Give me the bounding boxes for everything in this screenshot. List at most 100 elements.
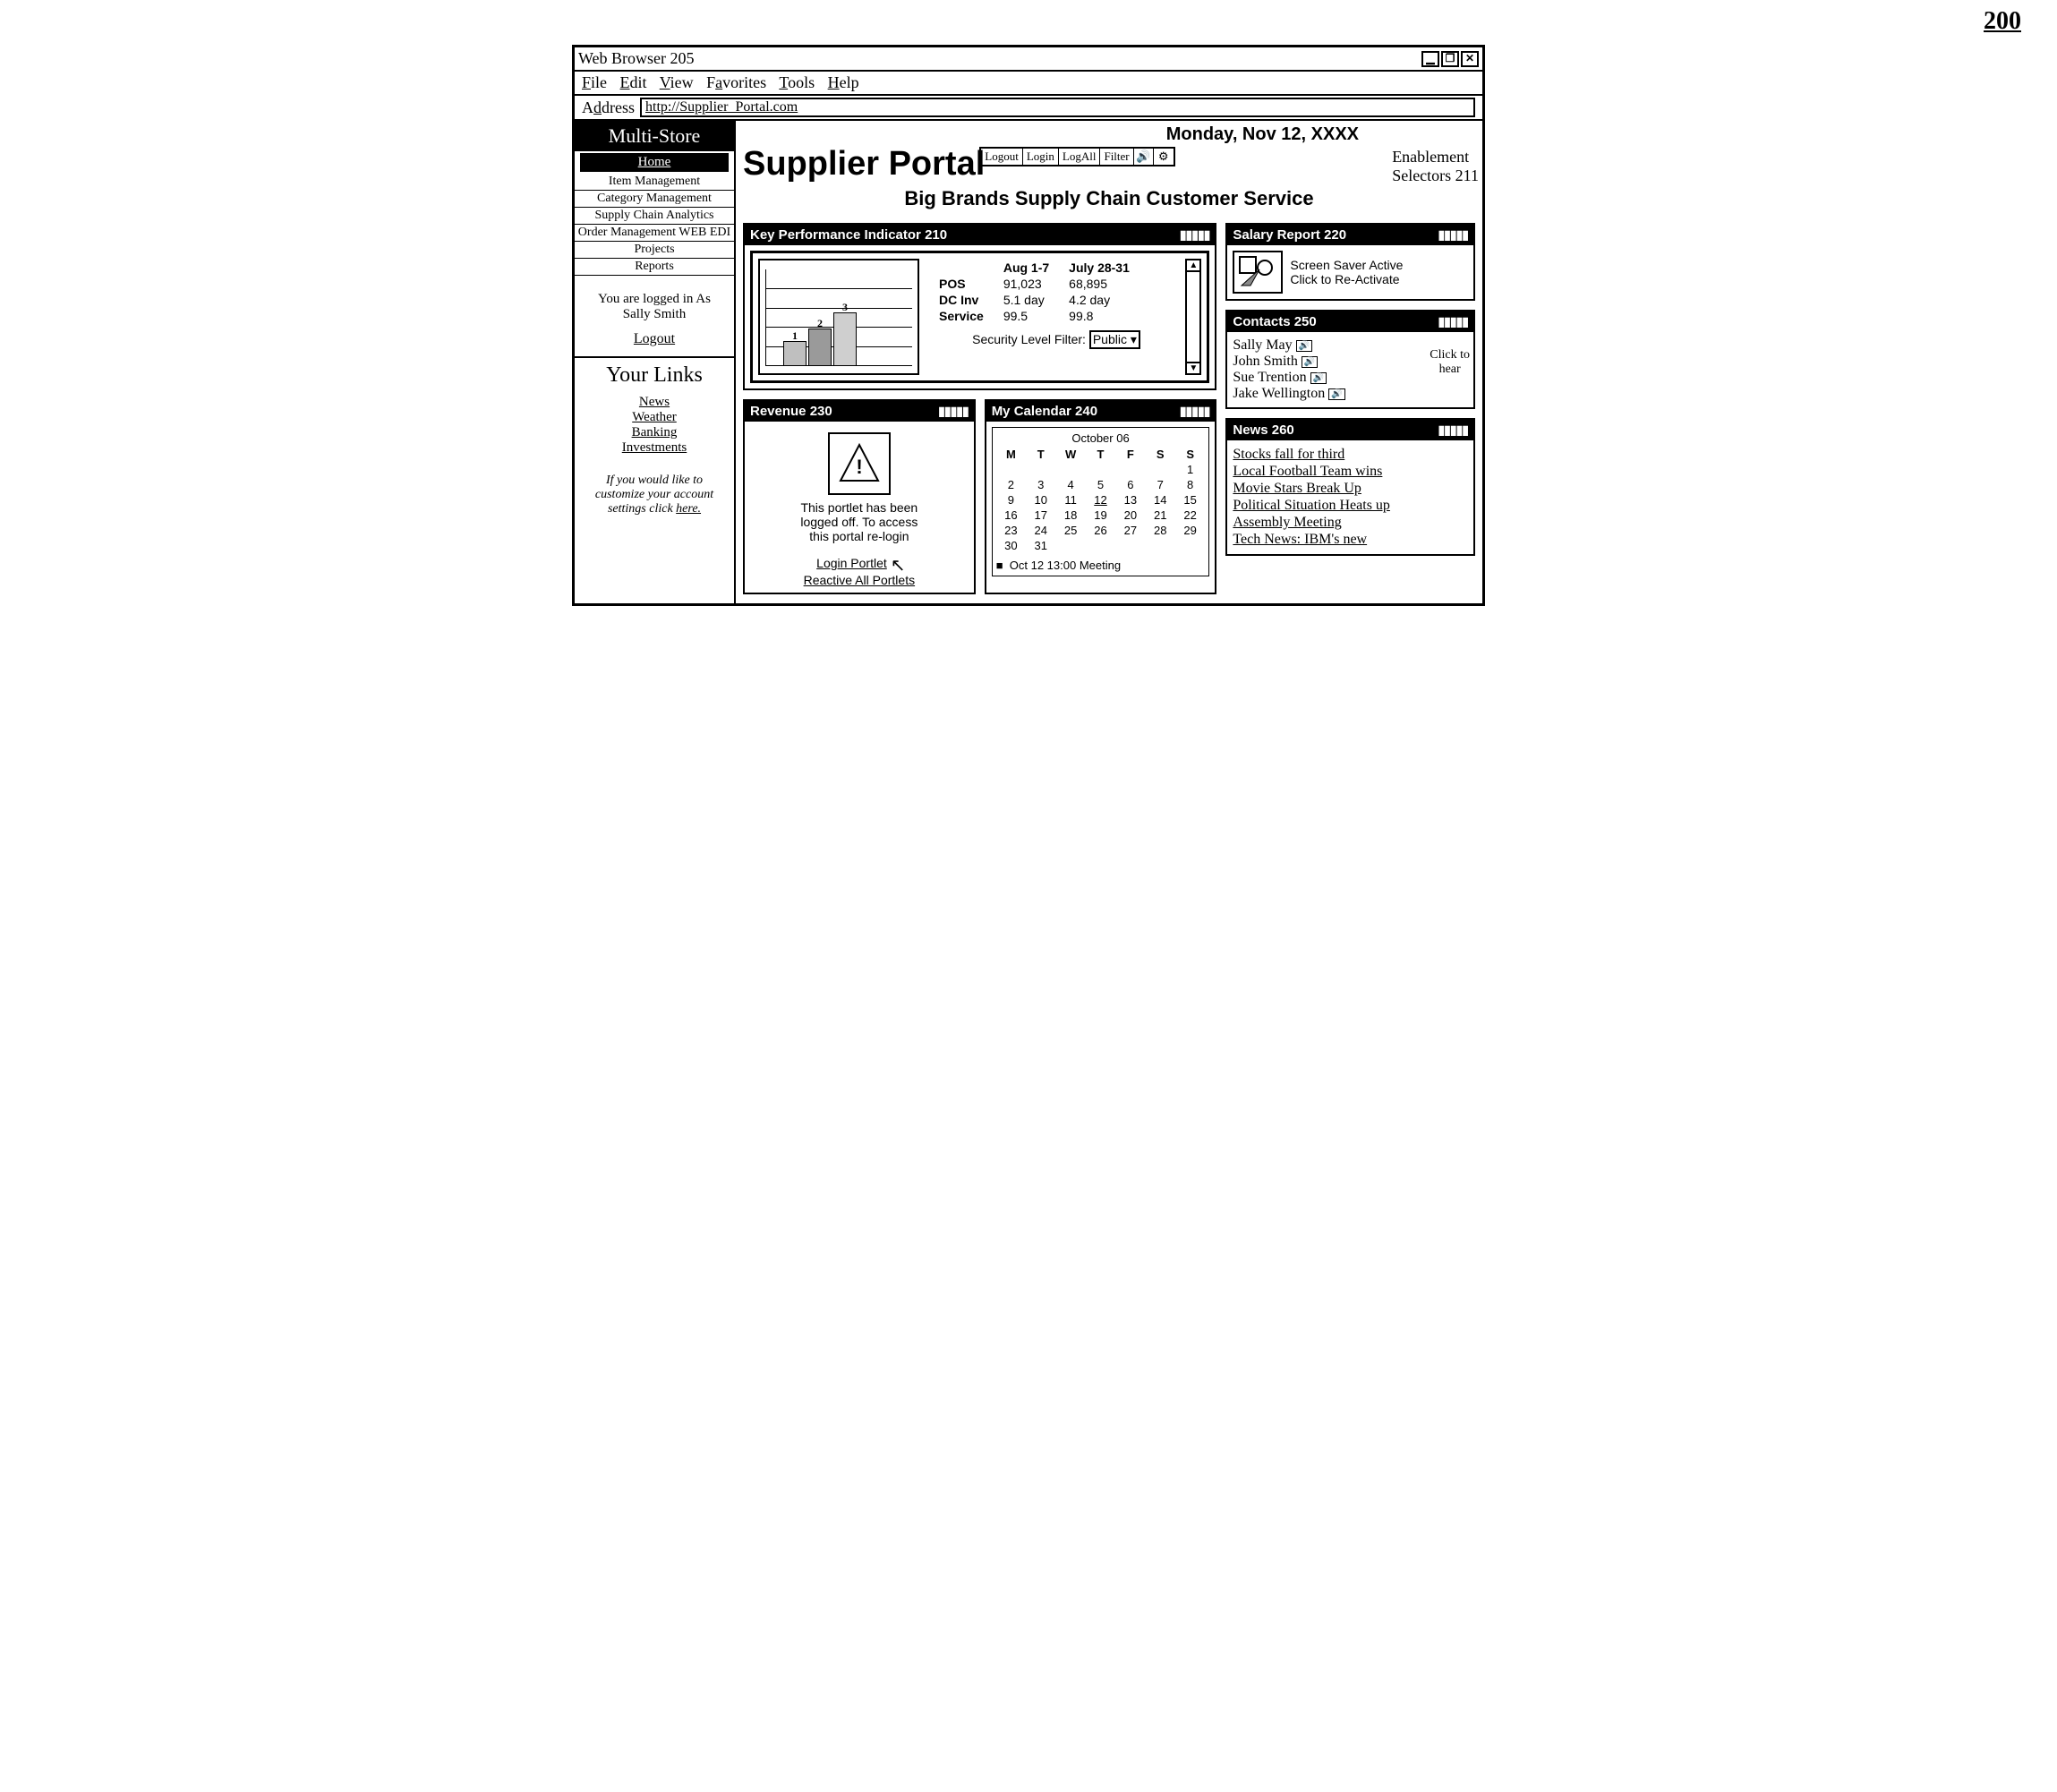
enable-logout[interactable]: Logout xyxy=(981,149,1023,165)
calendar-day[interactable]: 11 xyxy=(1055,492,1085,508)
menu-file[interactable]: File xyxy=(582,73,607,91)
settings-icon[interactable]: ⚙ xyxy=(1154,149,1174,165)
calendar-day[interactable]: 7 xyxy=(1146,477,1175,492)
news-item[interactable]: Local Football Team wins xyxy=(1233,464,1468,480)
calendar-day[interactable]: 21 xyxy=(1146,508,1175,523)
calendar-day[interactable]: 8 xyxy=(1175,477,1205,492)
calendar-day[interactable] xyxy=(1175,538,1205,553)
calendar-day[interactable]: 4 xyxy=(1055,477,1085,492)
calendar-day[interactable]: 1 xyxy=(1175,462,1205,477)
portlet-grip-icon[interactable]: ▮▮▮▮▮ xyxy=(938,404,969,419)
calendar-day[interactable] xyxy=(1026,462,1055,477)
link-investments[interactable]: Investments xyxy=(575,440,734,456)
salary-msg: Screen Saver Active Click to Re-Activate xyxy=(1290,258,1403,286)
calendar-day[interactable]: 6 xyxy=(1115,477,1145,492)
calendar-day[interactable]: 28 xyxy=(1146,523,1175,538)
security-filter-select[interactable]: Public ▾ xyxy=(1089,330,1140,349)
calendar-day[interactable] xyxy=(996,462,1026,477)
menu-edit[interactable]: Edit xyxy=(620,73,647,91)
calendar-day[interactable]: 12 xyxy=(1086,492,1115,508)
calendar-day[interactable] xyxy=(1146,538,1175,553)
scroll-down-icon[interactable]: ▼ xyxy=(1185,362,1201,375)
sound-icon[interactable]: 🔊 xyxy=(1328,388,1344,400)
calendar-day[interactable]: 29 xyxy=(1175,523,1205,538)
portlet-grip-icon[interactable]: ▮▮▮▮▮ xyxy=(1438,227,1468,243)
calendar-day[interactable] xyxy=(1055,462,1085,477)
link-weather[interactable]: Weather xyxy=(575,410,734,425)
link-banking[interactable]: Banking xyxy=(575,425,734,440)
calendar-day[interactable] xyxy=(1115,462,1145,477)
calendar-day[interactable]: 19 xyxy=(1086,508,1115,523)
address-input[interactable]: http://Supplier_Portal.com xyxy=(640,98,1475,117)
calendar-day[interactable]: 24 xyxy=(1026,523,1055,538)
calendar-day[interactable]: 5 xyxy=(1086,477,1115,492)
calendar-day[interactable]: 17 xyxy=(1026,508,1055,523)
sound-icon[interactable]: 🔊 xyxy=(1302,356,1318,368)
login-portlet-link[interactable]: Login Portlet xyxy=(816,556,887,570)
scroll-up-icon[interactable]: ▲ xyxy=(1185,259,1201,272)
calendar-day[interactable] xyxy=(1086,538,1115,553)
calendar-day[interactable]: 14 xyxy=(1146,492,1175,508)
close-button[interactable]: ✕ xyxy=(1461,51,1479,67)
menu-help[interactable]: Help xyxy=(828,73,859,91)
logout-link[interactable]: Logout xyxy=(575,328,734,356)
portlet-grip-icon[interactable]: ▮▮▮▮▮ xyxy=(1180,227,1210,243)
calendar-day[interactable]: 31 xyxy=(1026,538,1055,553)
sound-icon[interactable]: 🔊 xyxy=(1310,372,1327,384)
link-news[interactable]: News xyxy=(575,395,734,410)
sidebar-item[interactable]: Order Management WEB EDI xyxy=(575,225,734,242)
calendar-day[interactable]: 9 xyxy=(996,492,1026,508)
menu-tools[interactable]: Tools xyxy=(779,73,815,91)
kpi-scrollbar[interactable]: ▲ ▼ xyxy=(1185,259,1201,375)
customize-here-link[interactable]: here. xyxy=(676,502,701,516)
portlet-grip-icon[interactable]: ▮▮▮▮▮ xyxy=(1438,314,1468,329)
sound-icon[interactable]: 🔊 xyxy=(1134,149,1154,165)
calendar-day[interactable]: 25 xyxy=(1055,523,1085,538)
calendar-day[interactable]: 16 xyxy=(996,508,1026,523)
calendar-day[interactable]: 2 xyxy=(996,477,1026,492)
calendar-day[interactable]: 13 xyxy=(1115,492,1145,508)
calendar-day[interactable]: 27 xyxy=(1115,523,1145,538)
news-item[interactable]: Assembly Meeting xyxy=(1233,515,1468,531)
enable-logall[interactable]: LogAll xyxy=(1059,149,1101,165)
sidebar-item[interactable]: Reports xyxy=(575,259,734,276)
news-item[interactable]: Tech News: IBM's new xyxy=(1233,532,1468,548)
calendar-day[interactable] xyxy=(1055,538,1085,553)
reactive-all-link[interactable]: Reactive All Portlets xyxy=(750,573,969,587)
calendar-day[interactable]: 26 xyxy=(1086,523,1115,538)
menu-view[interactable]: View xyxy=(660,73,694,91)
contact-name[interactable]: John Smith xyxy=(1233,354,1297,370)
calendar-day[interactable]: 23 xyxy=(996,523,1026,538)
news-item[interactable]: Movie Stars Break Up xyxy=(1233,481,1468,497)
calendar-day[interactable] xyxy=(1115,538,1145,553)
calendar-day[interactable]: 15 xyxy=(1175,492,1205,508)
contact-name[interactable]: Sue Trention xyxy=(1233,370,1306,386)
calendar-day[interactable]: 30 xyxy=(996,538,1026,553)
screensaver-icon[interactable] xyxy=(1233,251,1283,294)
calendar-day[interactable] xyxy=(1146,462,1175,477)
news-item[interactable]: Political Situation Heats up xyxy=(1233,498,1468,514)
sidebar-item[interactable]: Item Management xyxy=(575,174,734,191)
contact-name[interactable]: Sally May xyxy=(1233,337,1292,354)
calendar-day[interactable]: 18 xyxy=(1055,508,1085,523)
minimize-button[interactable]: ▁ xyxy=(1421,51,1439,67)
portlet-grip-icon[interactable]: ▮▮▮▮▮ xyxy=(1438,422,1468,438)
maximize-button[interactable]: ❐ xyxy=(1441,51,1459,67)
sidebar-item-home[interactable]: Home xyxy=(580,153,729,172)
calendar-day[interactable]: 10 xyxy=(1026,492,1055,508)
sound-icon[interactable]: 🔊 xyxy=(1296,340,1312,352)
calendar-grid[interactable]: MTWTFSS123456789101112131415161718192021… xyxy=(996,447,1206,553)
sidebar-item[interactable]: Category Management xyxy=(575,191,734,208)
sidebar-item[interactable]: Supply Chain Analytics xyxy=(575,208,734,225)
portlet-grip-icon[interactable]: ▮▮▮▮▮ xyxy=(1180,404,1210,419)
calendar-day[interactable]: 22 xyxy=(1175,508,1205,523)
calendar-day[interactable] xyxy=(1086,462,1115,477)
menu-favorites[interactable]: Favorites xyxy=(706,73,766,91)
contact-name[interactable]: Jake Wellington xyxy=(1233,386,1325,402)
news-item[interactable]: Stocks fall for third xyxy=(1233,447,1468,463)
enable-login[interactable]: Login xyxy=(1023,149,1059,165)
enable-filter[interactable]: Filter xyxy=(1100,149,1133,165)
calendar-day[interactable]: 20 xyxy=(1115,508,1145,523)
calendar-day[interactable]: 3 xyxy=(1026,477,1055,492)
sidebar-item[interactable]: Projects xyxy=(575,242,734,259)
